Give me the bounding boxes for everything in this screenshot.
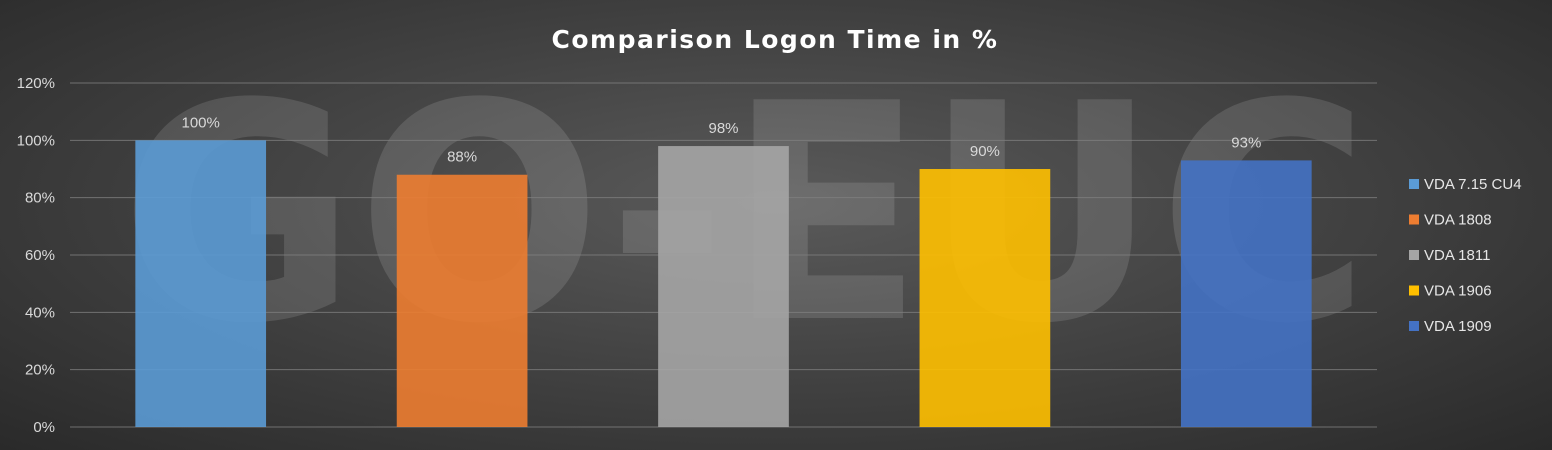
data-label: 98% [708,120,738,137]
y-tick-label: 60% [25,247,55,264]
chart-title: Comparison Logon Time in % [552,25,999,54]
legend-swatch [1409,285,1419,296]
legend-label: VDA 1811 [1424,247,1490,264]
bar [658,146,789,428]
data-label: 90% [970,143,1000,160]
bar [919,169,1051,427]
y-tick-label: 120% [17,75,55,92]
legend-swatch [1409,179,1419,189]
data-label: 88% [447,149,477,166]
legend-label: VDA 1909 [1424,318,1492,335]
legend-swatch [1409,250,1419,260]
bar [1180,160,1312,427]
legend-label: VDA 1906 [1424,283,1492,300]
bar [135,140,267,428]
y-tick-label: 20% [25,362,55,379]
y-tick-label: 80% [25,190,55,207]
y-tick-label: 40% [25,304,55,321]
data-label: 100% [182,114,220,131]
y-tick-label: 100% [17,132,55,149]
legend-label: VDA 7.15 CU4 [1424,176,1522,193]
bar [396,174,528,427]
legend-swatch [1409,214,1419,225]
legend-label: VDA 1808 [1424,212,1492,229]
data-label: 93% [1231,134,1261,151]
y-tick-label: 0% [33,419,55,436]
legend-swatch [1409,321,1419,331]
